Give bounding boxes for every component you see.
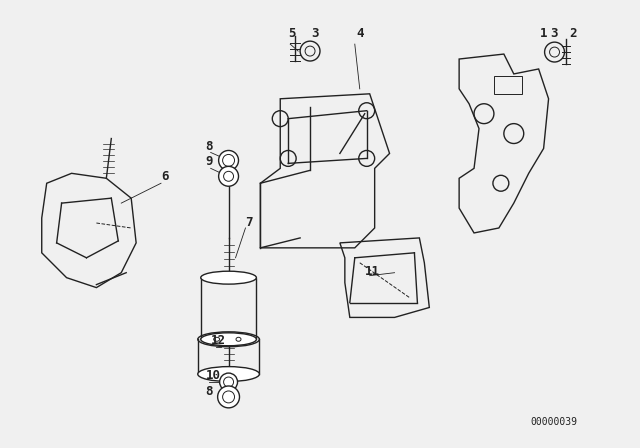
Text: 12: 12 — [211, 334, 226, 347]
Ellipse shape — [201, 333, 257, 346]
Text: 11: 11 — [365, 265, 380, 278]
Text: 2: 2 — [570, 27, 577, 40]
Circle shape — [219, 166, 239, 186]
Circle shape — [219, 151, 239, 170]
Circle shape — [220, 373, 237, 391]
Text: 5: 5 — [289, 27, 296, 40]
Text: 9: 9 — [205, 155, 213, 168]
Circle shape — [218, 386, 239, 408]
Text: 1: 1 — [540, 27, 547, 40]
Bar — [494, 76, 522, 94]
Text: 7: 7 — [246, 216, 253, 229]
Text: 00000039: 00000039 — [530, 417, 577, 427]
Text: 8: 8 — [205, 385, 213, 398]
Text: 8: 8 — [205, 141, 213, 154]
Text: 6: 6 — [161, 170, 168, 183]
Text: 3: 3 — [550, 27, 557, 40]
Ellipse shape — [198, 366, 259, 382]
Bar — [201, 278, 257, 339]
Text: 3: 3 — [311, 27, 319, 40]
Text: 4: 4 — [356, 27, 364, 40]
Text: 10: 10 — [205, 369, 221, 382]
Ellipse shape — [201, 271, 257, 284]
